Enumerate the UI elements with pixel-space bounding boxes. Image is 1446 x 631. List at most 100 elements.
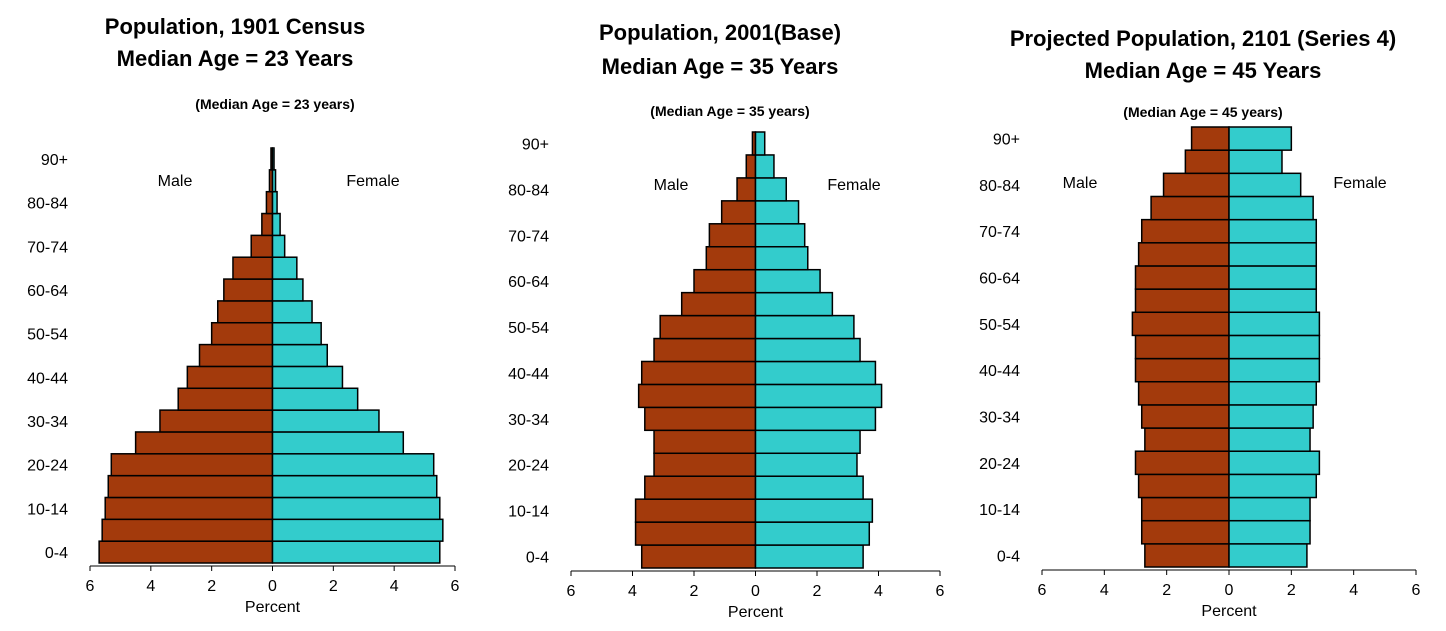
female-bar [1228, 496, 1311, 522]
x-tick-label: 6 [451, 578, 460, 595]
x-tick-label: 6 [1038, 582, 1047, 599]
male-bar [653, 429, 757, 455]
male-bar [1134, 334, 1230, 360]
male-bar [637, 383, 757, 409]
male-bar [705, 245, 757, 271]
y-tick-label: 20-24 [508, 458, 549, 475]
male-bar [1137, 380, 1230, 406]
female-bar [754, 452, 858, 477]
male-label: Male [654, 177, 689, 194]
male-bar [1140, 218, 1230, 244]
x-axis-label: Percent [245, 599, 301, 616]
female-bar [271, 540, 441, 564]
female-bar [271, 431, 405, 455]
female-bar [754, 498, 874, 523]
y-tick-label: 50-54 [979, 317, 1020, 334]
y-tick-label: 0-4 [526, 550, 549, 567]
male-bar [634, 498, 757, 523]
y-tick-label: 30-34 [27, 414, 68, 431]
female-bar [754, 268, 821, 294]
male-bar [736, 177, 757, 202]
y-tick-label: 0-4 [45, 545, 68, 562]
male-bar [104, 496, 274, 521]
y-tick-label: 30-34 [979, 409, 1020, 426]
male-bar [1137, 242, 1230, 267]
female-bar [1228, 311, 1321, 337]
y-tick-label: 10-14 [27, 501, 68, 518]
male-bar [210, 321, 274, 346]
male-bar [745, 154, 757, 179]
male-bar [659, 314, 757, 340]
female-bar [754, 360, 877, 386]
male-bar [177, 387, 274, 411]
male-bar [693, 268, 757, 294]
male-bar [720, 200, 757, 225]
male-bar [134, 431, 274, 455]
y-tick-label: 10-14 [508, 504, 549, 521]
x-tick-label: 2 [329, 578, 338, 595]
female-bar [1228, 357, 1321, 383]
male-bar [644, 475, 757, 500]
male-bar [680, 291, 757, 317]
male-bar [1140, 519, 1230, 545]
female-bar [271, 496, 441, 521]
x-tick-label: 6 [1412, 582, 1421, 599]
female-bar [754, 337, 861, 363]
male-bar [1134, 357, 1230, 383]
male-bar [1144, 427, 1230, 452]
x-tick-label: 0 [751, 583, 760, 600]
chart-title: Projected Population, 2101 (Series 4) [1009, 26, 1397, 51]
male-bar [653, 452, 757, 477]
y-tick-label: 90+ [41, 152, 68, 169]
female-bar [271, 190, 278, 215]
female-bar [754, 383, 883, 409]
y-tick-label: 40-44 [979, 363, 1020, 380]
male-bar [1140, 404, 1230, 429]
male-bar [644, 406, 757, 432]
female-bar [754, 291, 834, 317]
female-bar [271, 234, 286, 258]
female-bar [754, 223, 806, 248]
chart-subtitle: Median Age = 23 Years [116, 46, 354, 71]
y-tick-label: 50-54 [27, 327, 68, 344]
x-tick-label: 0 [268, 578, 277, 595]
male-bar [1150, 195, 1230, 221]
x-tick-label: 4 [390, 578, 399, 595]
male-bar [232, 256, 274, 280]
female-bar [754, 200, 800, 225]
female-bar [754, 406, 877, 432]
male-bar [1190, 126, 1230, 151]
median-age-note: (Median Age = 23 years) [195, 96, 355, 112]
female-bar [1228, 126, 1293, 151]
female-label: Female [346, 173, 399, 190]
female-bar [1228, 543, 1308, 568]
x-axis-label: Percent [728, 604, 784, 621]
x-axis-label: Percent [1201, 603, 1257, 620]
female-bar [754, 177, 787, 202]
female-bar [271, 453, 435, 477]
y-tick-label: 50-54 [508, 320, 549, 337]
female-bar [271, 387, 359, 411]
y-tick-label: 10-14 [979, 502, 1020, 519]
male-bar [198, 343, 274, 368]
x-tick-label: 2 [207, 578, 216, 595]
female-bar [271, 300, 313, 324]
male-bar [186, 365, 274, 390]
x-tick-label: 4 [1100, 582, 1109, 599]
female-bar [271, 256, 298, 280]
female-bar [754, 245, 809, 271]
male-bar [98, 540, 274, 564]
female-bar [1228, 334, 1321, 360]
female-label: Female [1333, 175, 1386, 192]
male-bar [223, 278, 274, 302]
male-bar [110, 453, 274, 477]
y-tick-label: 20-24 [27, 458, 68, 475]
female-bar [1228, 149, 1283, 175]
female-bar [271, 409, 380, 433]
male-bar [217, 300, 274, 324]
y-tick-label: 30-34 [508, 412, 549, 429]
x-tick-label: 2 [813, 583, 822, 600]
pyramid-panel-2001: Population, 2001(Base) Median Age = 35 Y… [480, 0, 960, 631]
male-bar [261, 212, 274, 237]
female-bar [271, 169, 277, 193]
